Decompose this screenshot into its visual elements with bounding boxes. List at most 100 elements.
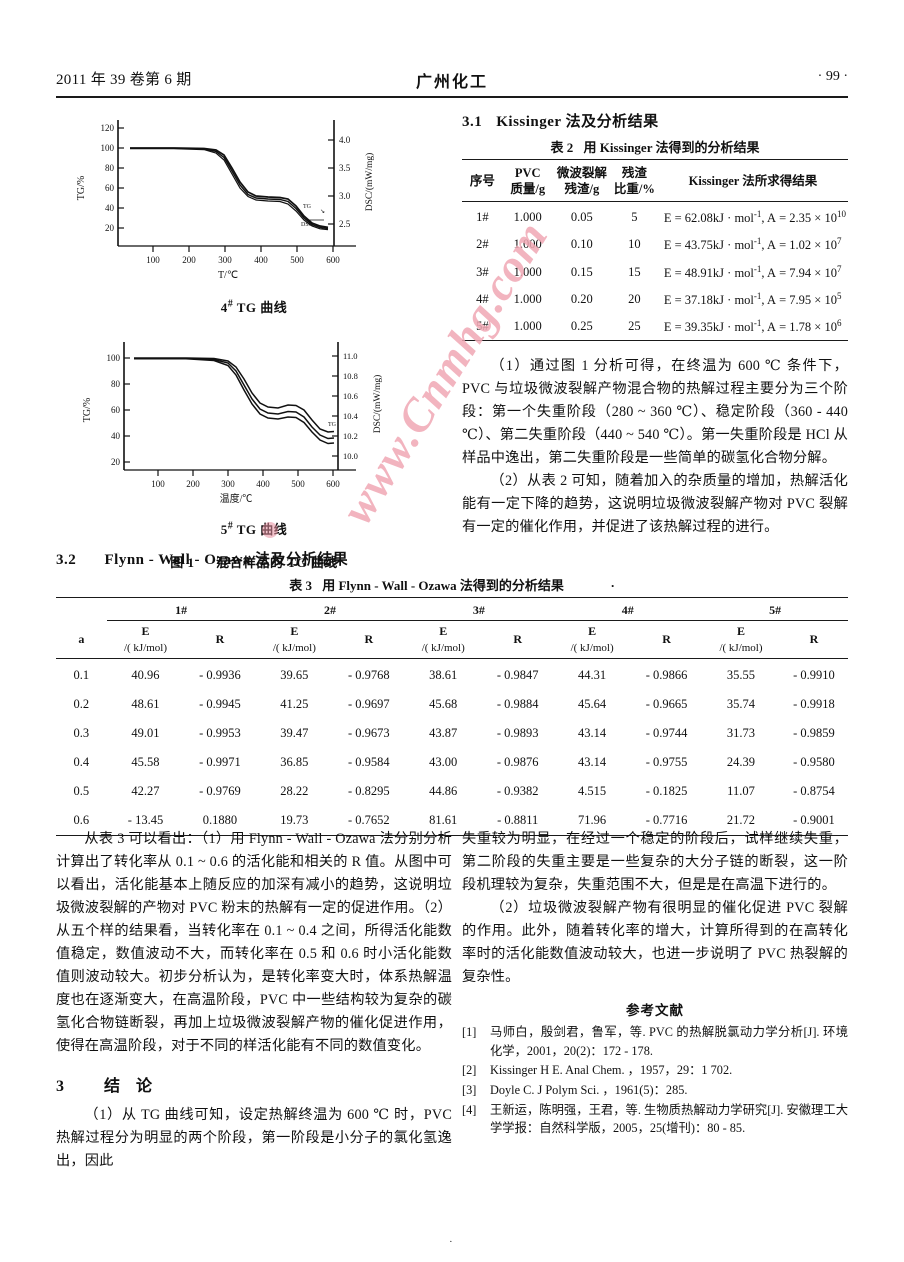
table3-E: 43.00: [429, 755, 458, 770]
table3-E: 31.73: [726, 726, 756, 741]
table3-E: 48.61: [131, 697, 160, 712]
table3-R: - 0.9382: [496, 784, 539, 799]
table3-group-3: 3#: [404, 600, 554, 621]
table3-group-spacer: [56, 600, 107, 621]
table3-alpha-header: a: [78, 631, 85, 646]
table2-cell-ratio: 15: [628, 264, 641, 279]
table2-header-residue-l2: 残渣/g: [564, 181, 600, 196]
table3-alpha: 0.6: [73, 813, 90, 828]
table3-E: 39.65: [280, 668, 309, 683]
table3-title: 表 3 用 Flynn - Wall - Ozawa 法得到的分析结果 ·: [56, 575, 848, 594]
table3-E: 4.515: [578, 784, 607, 799]
table2-A-exponent: 6: [836, 317, 842, 328]
table2-header-pvc-mass: PVC 质量/g: [503, 162, 553, 202]
svg-text:80: 80: [105, 163, 115, 173]
table3-R: - 0.7652: [347, 813, 390, 828]
svg-text:600: 600: [326, 255, 340, 265]
table2-E-value: 37.18: [684, 292, 713, 307]
table-row: 0.3 49.01 - 0.9953 39.47 - 0.9673 43.87 …: [56, 719, 848, 748]
table3-R: - 0.9945: [199, 697, 241, 712]
table3-label: 表 3: [289, 578, 312, 593]
bottom-left-column: 从表 3 可以看出：（1）用 Flynn - Wall - Ozawa 法分别分…: [56, 828, 452, 1173]
svg-text:500: 500: [290, 255, 304, 265]
table2-A-mantissa: 1.02: [789, 238, 812, 253]
svg-text:10.8: 10.8: [343, 371, 358, 381]
table3-E: - 13.45: [127, 813, 164, 828]
bottom-right-column: 失重较为明显，在经过一个稳定的阶段后，试样继续失重，第二阶段的失重主要是一些复杂…: [462, 828, 848, 1139]
figure-5-tg: 100 80 60 40 20 TG/%: [56, 330, 452, 571]
table3-alpha: 0.5: [73, 784, 90, 799]
table2-A-exponent: 7: [836, 236, 842, 247]
table2-header-pvc-mass-l2: 质量/g: [510, 181, 546, 196]
reference-number: [4]: [462, 1102, 477, 1117]
table3-E-label: E: [290, 624, 299, 638]
svg-text:TG: TG: [303, 204, 312, 210]
table2-cell-mass: 1.000: [513, 210, 542, 225]
table2-title-text: 用 Kissinger 法得到的分析结果: [583, 140, 760, 155]
svg-text:20: 20: [105, 223, 115, 233]
table2-cell-mass: 1.000: [513, 291, 542, 306]
chart-4-tg-canvas: 120 100 80 60 40 20 TG/%: [56, 110, 452, 295]
table2-E-value: 43.75: [684, 238, 713, 253]
running-head-journal: 广州化工: [415, 74, 488, 91]
table3-E: 41.25: [280, 697, 309, 712]
section-heading-3-1: 3.1 Kissinger 法及分析结果: [462, 110, 848, 131]
paragraph-conclusion-1-cont: 失重较为明显，在经过一个稳定的阶段后，试样继续失重，第二阶段的失重主要是一些复杂…: [462, 831, 848, 893]
section-heading-3-2: 3.2 Flynn - Wall - Ozawa 法及分析结果: [56, 548, 848, 569]
table3-E: 71.96: [578, 813, 607, 828]
table-row: 0.2 48.61 - 0.9945 41.25 - 0.9697 45.68 …: [56, 690, 848, 719]
table2-cell-id: 1#: [476, 210, 489, 225]
table2-A-mantissa: 1.78: [789, 320, 812, 335]
table3-group-4: 4#: [553, 600, 703, 621]
table3-R: - 0.9847: [496, 668, 539, 683]
table3-R: - 0.8754: [793, 784, 835, 799]
table2-cell-result: E = 62.08kJ · mol-1, A = 2.35 × 1010: [663, 209, 846, 226]
table2-header-pvc-mass-l1: PVC: [514, 166, 541, 180]
table2-cell-id: 5#: [476, 318, 489, 333]
table2-header-results: Kissinger 法所求得结果: [658, 162, 848, 202]
svg-text:T/℃: T/℃: [218, 270, 238, 281]
table-row: 0.4 45.58 - 0.9971 36.85 - 0.9584 43.00 …: [56, 748, 848, 777]
table2-E-value: 48.91: [684, 265, 713, 280]
svg-text:300: 300: [218, 255, 232, 265]
figure-4-tg-caption-sup: #: [227, 298, 234, 310]
svg-text:3.0: 3.0: [339, 191, 351, 201]
table2-cell-residue: 0.25: [570, 318, 593, 333]
table3-E: 45.68: [429, 697, 458, 712]
table3-R: - 0.9768: [347, 668, 390, 683]
svg-text:DSC/(mW/mg): DSC/(mW/mg): [372, 375, 383, 434]
reference-text: Doyle C. J Polym Sci. ，1961(5)：285.: [490, 1083, 688, 1098]
figure-5-tg-caption-sup: #: [227, 520, 234, 532]
table-row: 0.5 42.27 - 0.9769 28.22 - 0.8295 44.86 …: [56, 777, 848, 806]
svg-text:100: 100: [146, 255, 160, 265]
table3-alpha: 0.1: [73, 668, 90, 683]
table3-E: 35.55: [726, 668, 756, 683]
table3-E-unit: /( kJ/mol): [570, 641, 614, 654]
table3-E: 35.74: [726, 697, 756, 712]
table3-group-1: 1#: [106, 600, 256, 621]
right-column-top: 3.1 Kissinger 法及分析结果 表 2 用 Kissinger 法得到…: [462, 110, 848, 539]
list-item: [3] Doyle C. J Polym Sci. ，1961(5)：285.: [462, 1081, 848, 1100]
figure-1-text: 混合样品的 TG 曲线: [215, 555, 338, 570]
table2-cell-id: 4#: [476, 291, 489, 306]
table3-E: 39.47: [280, 726, 309, 741]
chart-5-tg-canvas: 100 80 60 40 20 TG/%: [56, 330, 452, 517]
reference-number: [2]: [462, 1063, 477, 1078]
table3-R: - 0.9876: [496, 755, 539, 770]
figure-5-tg-caption-num: 5: [220, 522, 228, 537]
table2-A-exponent: 10: [836, 209, 846, 220]
table2-E-value: 62.08: [684, 211, 713, 226]
table2-header-row: 序号 PVC 质量/g 微波裂解 残渣/g 残渣 比重/% Kissinger …: [462, 162, 848, 202]
svg-text:20: 20: [111, 457, 121, 467]
list-item: [2] Kissinger H E. Anal Chem. ，1957，29：1…: [462, 1061, 848, 1080]
table3-header-rule: [56, 658, 848, 662]
table3-R: - 0.8295: [347, 784, 390, 799]
table3-E: 24.39: [726, 755, 756, 770]
table2-header-ratio-l2: 比重/%: [613, 181, 655, 196]
table2-A-mantissa: 7.94: [789, 265, 812, 280]
table3-E: 43.14: [578, 755, 607, 770]
table2-cell-residue: 0.05: [570, 210, 593, 225]
svg-text:100: 100: [151, 479, 165, 489]
running-head-page: · 99 ·: [817, 69, 848, 84]
table3-group-5: 5#: [702, 600, 848, 621]
